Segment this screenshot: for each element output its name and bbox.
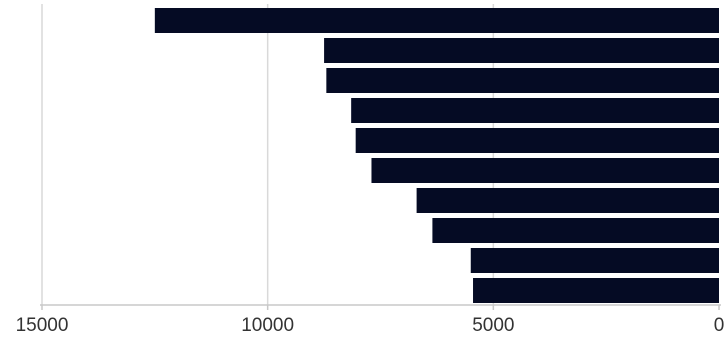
bar-6 [371, 158, 719, 183]
bar-10 [473, 278, 719, 303]
bar-3 [326, 68, 719, 93]
x-tick-label-5000: 5000 [472, 315, 514, 336]
x-axis: 15000 10000 5000 0 [16, 304, 725, 336]
bar-5 [355, 128, 719, 153]
x-tick-label-10000: 10000 [241, 315, 294, 336]
bar-7 [416, 188, 719, 213]
x-tick-label-0: 0 [714, 315, 725, 336]
bar-1 [154, 8, 720, 33]
bar-9 [470, 248, 719, 273]
bar-8 [432, 218, 719, 243]
x-tick-label-15000: 15000 [16, 315, 69, 336]
bar-2 [324, 38, 719, 63]
bar-4 [351, 98, 719, 123]
bars [154, 8, 720, 303]
